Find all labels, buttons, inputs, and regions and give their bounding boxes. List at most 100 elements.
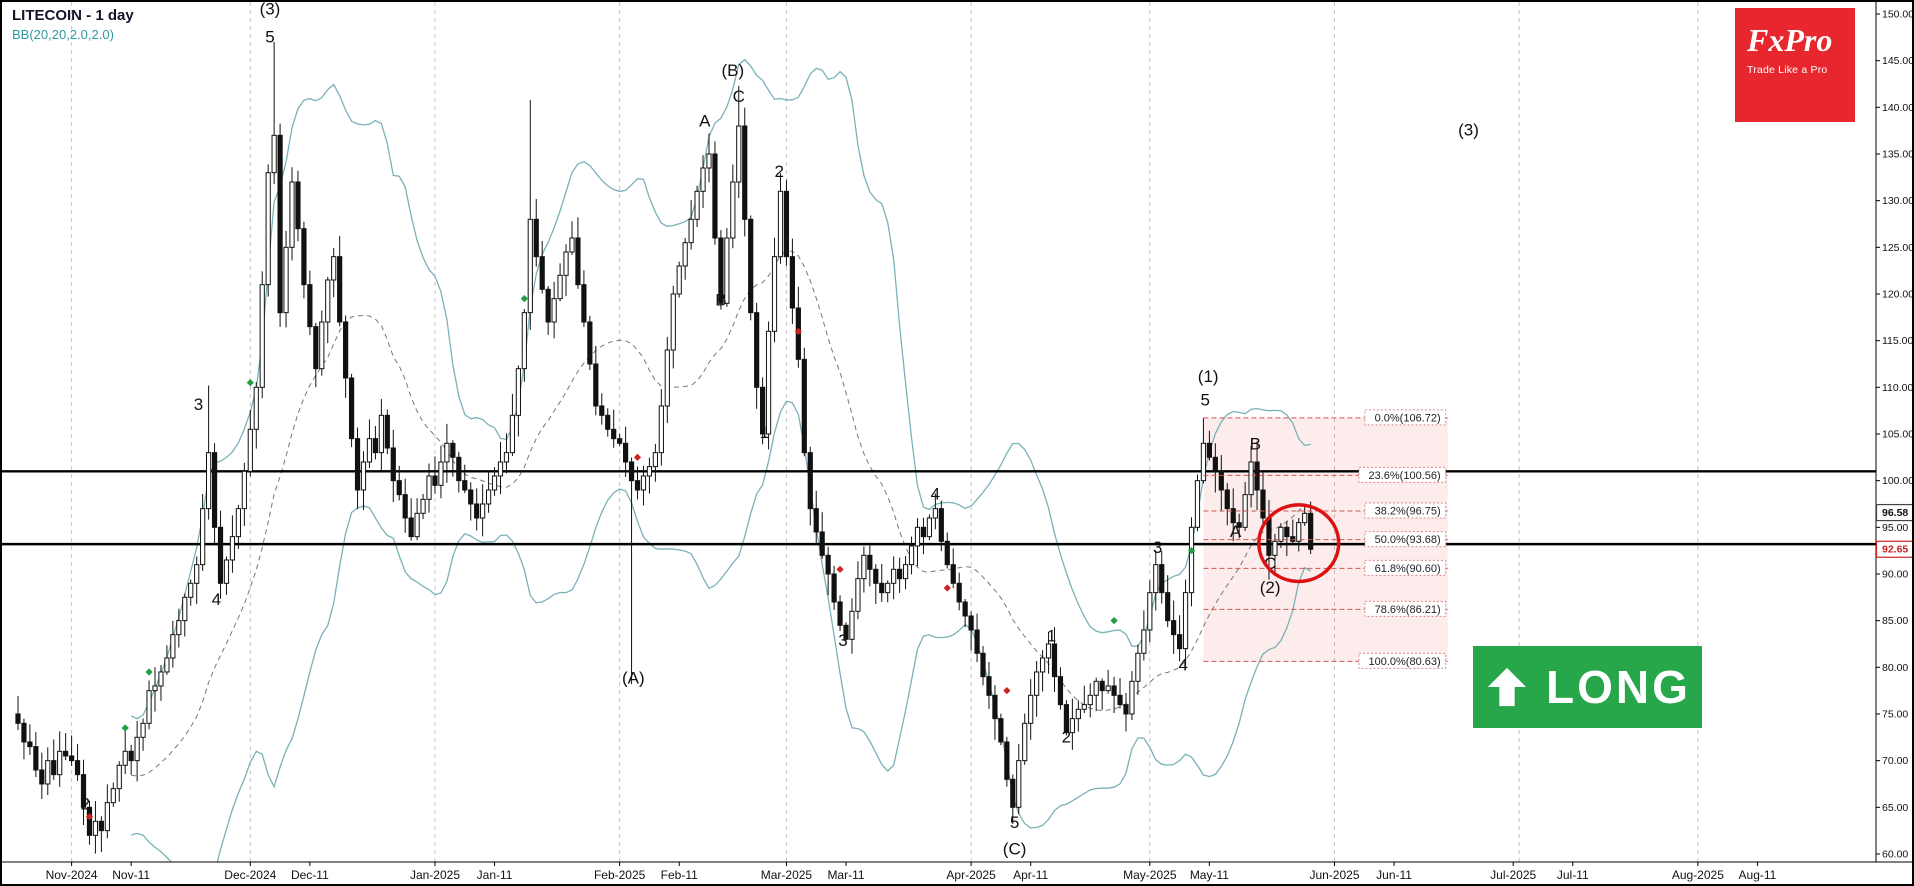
- candle: [652, 452, 658, 468]
- candle: [926, 517, 933, 538]
- candle: [1141, 629, 1147, 654]
- time-axis-label: Jul-11: [1557, 868, 1589, 882]
- candle: [1057, 676, 1064, 706]
- candle: [420, 498, 426, 514]
- candle: [1022, 722, 1028, 762]
- candle: [605, 414, 611, 430]
- candle: [1087, 694, 1093, 706]
- wave-label: (2): [1260, 578, 1281, 597]
- candle: [1123, 704, 1129, 715]
- price-axis-label: 60.00: [1882, 848, 1908, 860]
- candle: [1302, 512, 1308, 524]
- candle: [1284, 526, 1290, 538]
- time-axis-panel: [2, 862, 1912, 884]
- candle: [873, 568, 879, 584]
- wave-label: 3: [1153, 538, 1162, 557]
- candle: [432, 475, 438, 486]
- price-tag-box: [1875, 540, 1912, 558]
- gridlines: [71, 2, 1699, 862]
- candle: [1153, 564, 1159, 594]
- candle: [1165, 592, 1171, 622]
- wave-label: 1: [760, 423, 769, 442]
- candle: [39, 769, 45, 785]
- candle: [760, 386, 766, 435]
- candle: [146, 690, 152, 724]
- candle: [337, 256, 343, 323]
- candle: [557, 274, 563, 300]
- candle: [491, 475, 498, 491]
- candle: [938, 508, 944, 542]
- candle: [581, 284, 587, 323]
- candle: [241, 470, 247, 510]
- candle: [450, 442, 456, 458]
- candle: [718, 237, 724, 304]
- bb-upper-band: [130, 58, 1311, 720]
- candle: [1188, 526, 1195, 594]
- time-axis-label: Dec-2024: [224, 868, 276, 882]
- candle: [217, 526, 224, 584]
- candle: [1260, 489, 1266, 519]
- wave-label: (C): [1003, 839, 1027, 858]
- price-tag: 96.58: [1882, 507, 1908, 519]
- time-axis-label: May-11: [1190, 868, 1229, 882]
- sell-marker-icon: [85, 813, 94, 821]
- price-tag-box: [1875, 503, 1912, 522]
- candle: [485, 489, 492, 505]
- candle: [962, 601, 968, 617]
- price-tag: 92.65: [1882, 544, 1908, 556]
- candle: [986, 676, 992, 696]
- candle: [855, 578, 861, 612]
- candle: [402, 494, 408, 519]
- candle: [426, 475, 432, 500]
- candle: [1230, 508, 1236, 524]
- candle: [539, 256, 545, 290]
- candle: [509, 414, 516, 454]
- candle: [307, 284, 313, 328]
- candle: [1010, 778, 1016, 808]
- highlight-circle: [1257, 503, 1341, 584]
- candle: [1034, 671, 1040, 696]
- candle: [891, 568, 897, 584]
- candle: [670, 293, 676, 351]
- candle: [569, 237, 575, 253]
- candle: [444, 442, 450, 463]
- candle: [730, 181, 736, 239]
- candle: [1016, 760, 1022, 808]
- sell-marker-icon: [1003, 687, 1011, 695]
- candle: [134, 736, 140, 762]
- fib-level-label-box: [1364, 502, 1447, 519]
- candle: [974, 629, 980, 654]
- candle: [777, 190, 784, 258]
- price-axis-label: 100.00: [1882, 475, 1914, 487]
- wave-label: 4: [931, 485, 940, 504]
- wave-label: 2: [81, 795, 90, 814]
- candle: [1075, 708, 1081, 720]
- candle: [617, 438, 623, 444]
- candle: [110, 788, 116, 804]
- sell-marker-icon: [943, 584, 951, 592]
- candle: [712, 153, 718, 239]
- price-axis-label: 85.00: [1882, 615, 1908, 627]
- candle: [414, 512, 420, 538]
- candle: [771, 256, 778, 332]
- candle: [92, 820, 99, 836]
- candle: [664, 349, 670, 407]
- candle: [211, 452, 218, 528]
- candle: [944, 540, 950, 566]
- candle: [325, 279, 331, 323]
- candle: [623, 442, 629, 463]
- candle: [253, 386, 259, 430]
- candle: [932, 508, 938, 519]
- candle: [956, 582, 962, 603]
- candle: [271, 134, 277, 174]
- price-axis-label: 140.00: [1882, 102, 1914, 114]
- candle: [301, 228, 307, 286]
- candle: [223, 559, 230, 584]
- candle: [158, 671, 164, 687]
- price-axis: 150.00 145.00 140.00 135.00 130.00 125.00 120.…: [1875, 9, 1914, 860]
- wave-label: (B): [721, 61, 744, 80]
- brand-name: FxPro: [1747, 22, 1833, 58]
- candle: [45, 760, 51, 785]
- candle: [1039, 657, 1046, 673]
- candle: [897, 568, 903, 580]
